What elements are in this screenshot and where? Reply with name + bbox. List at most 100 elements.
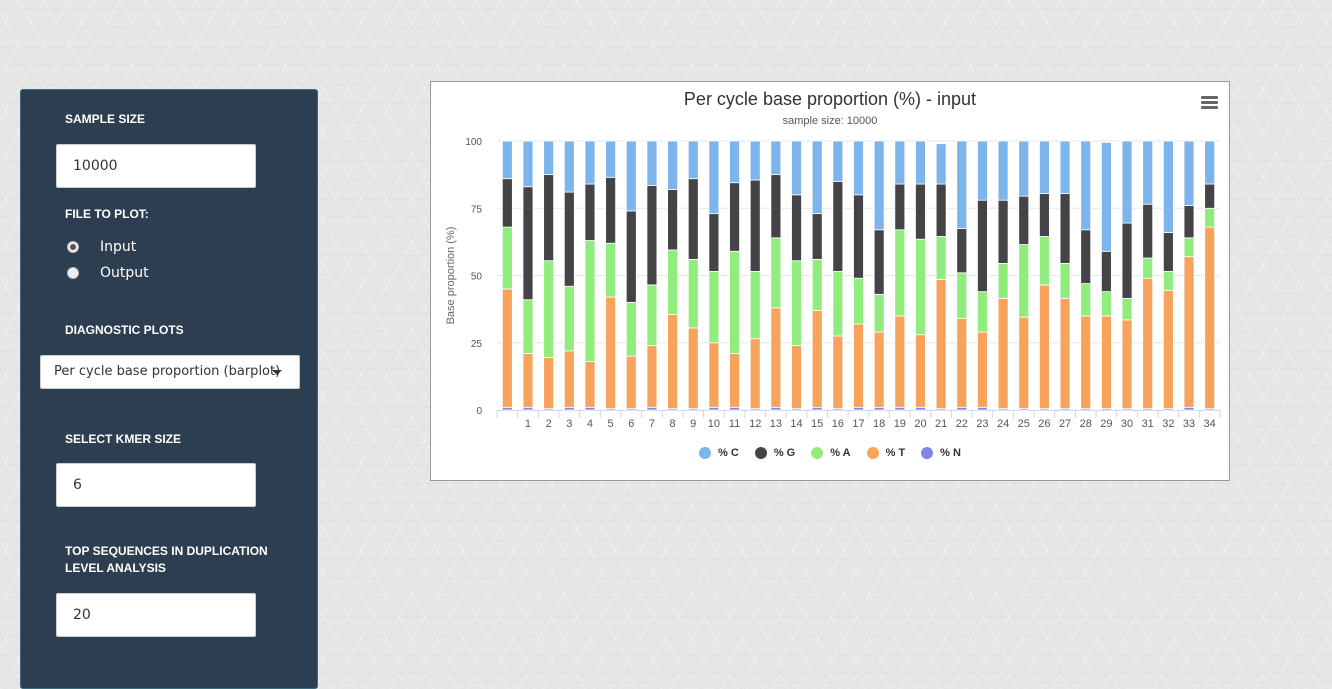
bar-segment: [997, 140, 1009, 201]
x-tick-label: 31: [1142, 418, 1154, 430]
bar-segment: [522, 140, 534, 188]
bar-segment: [915, 238, 926, 336]
bar-segment: [770, 237, 782, 309]
bar-segment: [894, 229, 906, 317]
bar-segment: [770, 140, 782, 176]
bar-segment: [853, 323, 864, 408]
bar-segment: [1100, 141, 1112, 252]
bar-segment: [853, 140, 864, 196]
bar-segment: [956, 406, 968, 411]
radio-input-button[interactable]: [67, 241, 79, 253]
bar-segment: [1121, 319, 1133, 410]
bar-segment: [563, 350, 575, 408]
x-tick-label: 30: [1121, 418, 1133, 430]
legend-marker: [866, 447, 879, 459]
legend-item[interactable]: % N: [921, 447, 961, 459]
x-tick-label: 9: [690, 418, 696, 430]
bar-segment: [1100, 315, 1112, 410]
bar-segment: [667, 189, 678, 251]
x-tick-label: 15: [811, 418, 823, 430]
x-tick-label: 2: [546, 418, 552, 430]
legend-item[interactable]: % G: [754, 447, 795, 459]
bar-segment: [832, 335, 844, 410]
bar-segment: [1039, 193, 1050, 237]
legend-label: % N: [940, 447, 961, 459]
bar-segment: [1080, 315, 1092, 410]
bar-segment: [625, 210, 637, 303]
bar-segment: [749, 140, 761, 181]
bar-segment: [832, 180, 844, 272]
legend-item[interactable]: % A: [811, 447, 851, 459]
bar-segment: [1183, 140, 1195, 206]
bar-segment: [977, 331, 988, 408]
x-tick-label: 17: [852, 418, 864, 430]
bar-segment: [708, 342, 720, 408]
radio-output-option[interactable]: Output: [67, 264, 149, 282]
bar-segment: [915, 334, 926, 408]
bar-segment: [501, 140, 513, 180]
top-sequences-label: TOP SEQUENCES IN DUPLICATION LEVEL ANALY…: [65, 544, 268, 575]
bar-segment: [522, 353, 534, 408]
x-tick-label: 21: [935, 418, 947, 430]
radio-output-label: Output: [100, 265, 149, 281]
bar-segment: [749, 338, 761, 410]
x-tick-label: 1: [525, 418, 531, 430]
diagnostic-plots-selected: Per cycle base proportion (barplot): [54, 364, 281, 379]
y-tick-label: 0: [476, 406, 482, 417]
x-tick-label: 28: [1080, 418, 1092, 430]
bar-segment: [584, 406, 596, 411]
y-tick-label: 50: [471, 272, 483, 283]
sample-size-input[interactable]: 10000: [56, 144, 256, 188]
bar-segment: [584, 183, 596, 241]
bar-segment: [935, 183, 947, 237]
legend-item[interactable]: % C: [699, 447, 739, 459]
x-tick-label: 19: [894, 418, 906, 430]
x-tick-label: 24: [997, 418, 1009, 430]
bar-segment: [625, 140, 637, 212]
chevron-down-icon: [272, 370, 282, 375]
hamburger-menu-icon[interactable]: [1201, 96, 1218, 110]
y-axis-title: Base proportion (%): [445, 227, 457, 325]
bar-segment: [1162, 271, 1174, 291]
radio-input-option[interactable]: Input: [67, 238, 136, 256]
bar-segment: [977, 140, 988, 201]
bar-segment: [873, 331, 885, 408]
legend-item[interactable]: % T: [866, 447, 906, 459]
sample-size-label: SAMPLE SIZE: [65, 112, 146, 126]
x-tick-label: 34: [1204, 418, 1216, 430]
x-tick-label: 29: [1100, 418, 1112, 430]
bar-segment: [791, 140, 802, 196]
bar-segment: [667, 249, 678, 315]
bar-segment: [1059, 262, 1071, 299]
bar-segment: [853, 406, 864, 411]
legend-label: % T: [885, 447, 906, 459]
bar-segment: [791, 345, 802, 410]
bar-segment: [584, 140, 596, 185]
bar-segment: [894, 140, 906, 185]
bar-segment: [853, 194, 864, 279]
bar-segment: [646, 284, 658, 346]
x-tick-label: 27: [1059, 418, 1071, 430]
bar-segment: [1204, 226, 1216, 410]
bar-segment: [811, 258, 823, 311]
bar-segment: [501, 406, 513, 411]
bar-segment: [646, 406, 658, 411]
bar-segment: [687, 258, 699, 329]
bar-segment: [708, 406, 720, 411]
bar-segment: [1018, 195, 1030, 245]
kmer-size-input[interactable]: 6: [56, 463, 256, 507]
bar-segment: [667, 314, 678, 410]
bar-segment: [915, 406, 926, 411]
diagnostic-plots-select[interactable]: Per cycle base proportion (barplot): [40, 355, 300, 389]
bar-segment: [1183, 205, 1195, 239]
bar-segment: [1039, 140, 1050, 194]
top-sequences-input[interactable]: 20: [56, 593, 256, 637]
bar-segment: [1142, 140, 1154, 205]
bar-segment: [625, 301, 637, 357]
bar-segment: [1059, 193, 1071, 264]
bar-segment: [1142, 203, 1154, 259]
bar-segment: [811, 406, 823, 411]
bar-segment: [605, 140, 617, 178]
bar-segment: [811, 310, 823, 408]
radio-output-button[interactable]: [67, 267, 79, 279]
